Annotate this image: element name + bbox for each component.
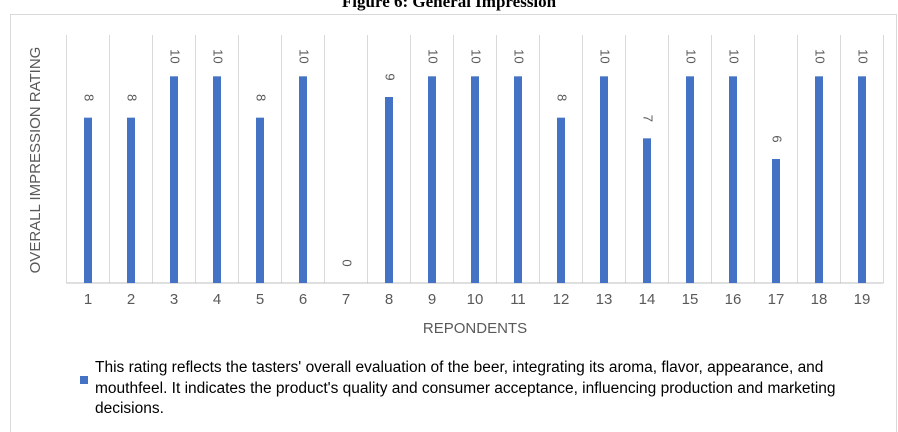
data-label: 10 <box>297 49 312 63</box>
bar <box>428 76 436 283</box>
data-label: 10 <box>211 49 226 63</box>
data-label: 10 <box>856 49 871 63</box>
bar <box>514 76 522 283</box>
data-label: 10 <box>727 49 742 63</box>
chart-border <box>10 14 897 432</box>
bar <box>299 76 307 283</box>
chart-title: Figure 6: General Impression <box>342 0 557 11</box>
x-tick-label: 6 <box>299 291 307 308</box>
bar <box>729 76 737 283</box>
data-label: 8 <box>125 94 140 101</box>
bar <box>84 117 92 284</box>
data-label: 0 <box>340 259 355 266</box>
bar <box>127 117 135 284</box>
data-label: 8 <box>82 94 97 101</box>
legend-swatch <box>80 376 88 384</box>
x-tick-label: 10 <box>467 291 484 308</box>
bar <box>686 76 694 283</box>
bar <box>385 97 393 283</box>
bar <box>858 76 866 283</box>
data-label: 7 <box>641 115 656 122</box>
bar <box>471 76 479 283</box>
x-tick-label: 1 <box>84 291 92 308</box>
data-label: 10 <box>598 49 613 63</box>
bar <box>213 76 221 283</box>
data-label: 9 <box>383 73 398 80</box>
bar <box>170 76 178 283</box>
data-label: 8 <box>555 94 570 101</box>
x-tick-label: 11 <box>510 291 526 308</box>
data-label: 8 <box>254 94 269 101</box>
legend-label: This rating reflects the tasters' overal… <box>95 359 836 417</box>
data-label: 10 <box>168 49 183 63</box>
x-tick-label: 13 <box>596 291 613 308</box>
data-label: 10 <box>512 49 527 63</box>
data-label: 10 <box>684 49 699 63</box>
x-tick-label: 18 <box>811 291 828 308</box>
bar <box>643 138 651 283</box>
x-tick-label: 8 <box>385 291 393 308</box>
x-tick-label: 4 <box>213 291 221 308</box>
x-tick-label: 12 <box>553 291 570 308</box>
x-tick-label: 19 <box>854 291 871 308</box>
x-tick-label: 15 <box>682 291 699 308</box>
data-label: 6 <box>770 135 785 142</box>
x-tick-label: 16 <box>725 291 742 308</box>
x-tick-label: 9 <box>428 291 436 308</box>
bar <box>772 159 780 283</box>
x-tick-label: 7 <box>342 291 350 308</box>
bar <box>256 117 264 284</box>
data-label: 10 <box>426 49 441 63</box>
bar <box>815 76 823 283</box>
x-axis-label: REPONDENTS <box>423 320 527 337</box>
data-label: 10 <box>813 49 828 63</box>
x-tick-label: 3 <box>170 291 178 308</box>
x-tick-label: 2 <box>127 291 135 308</box>
x-tick-label: 17 <box>768 291 785 308</box>
bar <box>557 117 565 284</box>
x-tick-label: 14 <box>639 291 656 308</box>
data-label: 10 <box>469 49 484 63</box>
bar <box>600 76 608 283</box>
y-axis-label: OVERALL IMPRESSION RATING <box>27 47 44 274</box>
x-tick-label: 5 <box>256 291 264 308</box>
